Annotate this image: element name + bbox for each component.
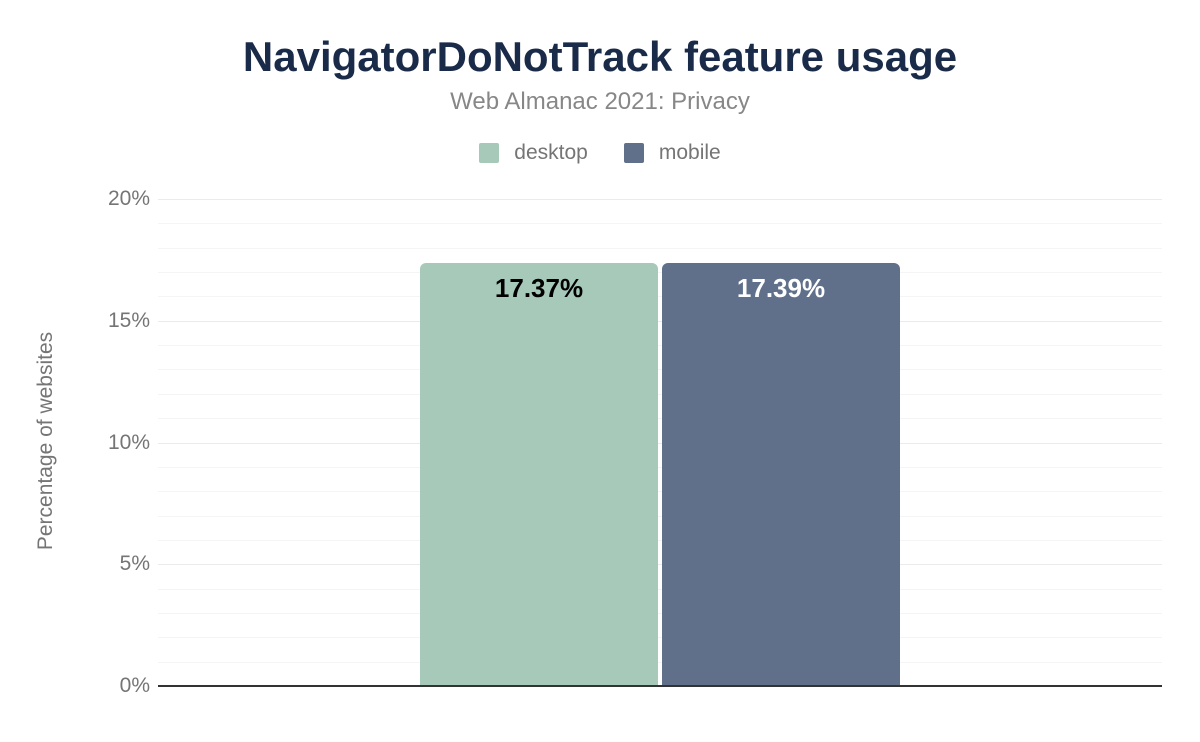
gridline-6pct bbox=[158, 539, 1162, 541]
bar-value-label-mobile: 17.39% bbox=[736, 272, 826, 303]
gridline-19pct bbox=[158, 223, 1162, 225]
gridline-17pct bbox=[158, 272, 1162, 274]
chart-title: NavigatorDoNotTrack feature usage bbox=[242, 33, 958, 80]
chart-legend: desktop mobile bbox=[0, 141, 1200, 165]
gridline-20pct bbox=[158, 199, 1162, 200]
legend-swatch-mobile bbox=[623, 143, 644, 163]
legend-item-desktop: desktop bbox=[479, 141, 588, 165]
y-tick-label-5pct: 5% bbox=[119, 552, 150, 576]
gridline-14pct bbox=[158, 345, 1162, 347]
gridline-10pct bbox=[158, 442, 1162, 444]
legend-item-mobile: mobile bbox=[623, 141, 721, 165]
chart-subtitle: Web Almanac 2021: Privacy bbox=[450, 88, 750, 115]
legend-label-mobile: mobile bbox=[658, 141, 721, 164]
gridline-7pct bbox=[158, 515, 1162, 517]
bar-desktop[interactable]: 17.37% bbox=[420, 263, 658, 686]
y-tick-label-0pct: 0% bbox=[119, 674, 150, 697]
gridline-11pct bbox=[158, 418, 1162, 420]
bar-mobile[interactable]: 17.39% bbox=[662, 262, 900, 686]
gridline-5pct bbox=[158, 564, 1162, 566]
gridline-2pct bbox=[158, 637, 1162, 639]
legend-swatch-desktop bbox=[479, 143, 500, 163]
gridline-12pct bbox=[158, 393, 1162, 395]
gridline-9pct bbox=[158, 466, 1162, 468]
y-tick-label-15pct: 15% bbox=[107, 308, 150, 332]
legend-label-desktop: desktop bbox=[514, 141, 588, 164]
gridline-1pct bbox=[158, 661, 1162, 663]
gridline-13pct bbox=[158, 369, 1162, 371]
bar-value-label-desktop: 17.37% bbox=[494, 273, 584, 303]
gridline-16pct bbox=[158, 296, 1162, 298]
x-axis-baseline bbox=[158, 685, 1162, 687]
y-tick-label-20pct: 20% bbox=[107, 187, 150, 210]
gridline-18pct bbox=[158, 247, 1162, 249]
gridline-15pct bbox=[158, 320, 1162, 322]
gridline-4pct bbox=[158, 588, 1162, 590]
gridline-3pct bbox=[158, 613, 1162, 614]
gridline-8pct bbox=[158, 491, 1162, 493]
y-tick-label-10pct: 10% bbox=[107, 430, 150, 454]
